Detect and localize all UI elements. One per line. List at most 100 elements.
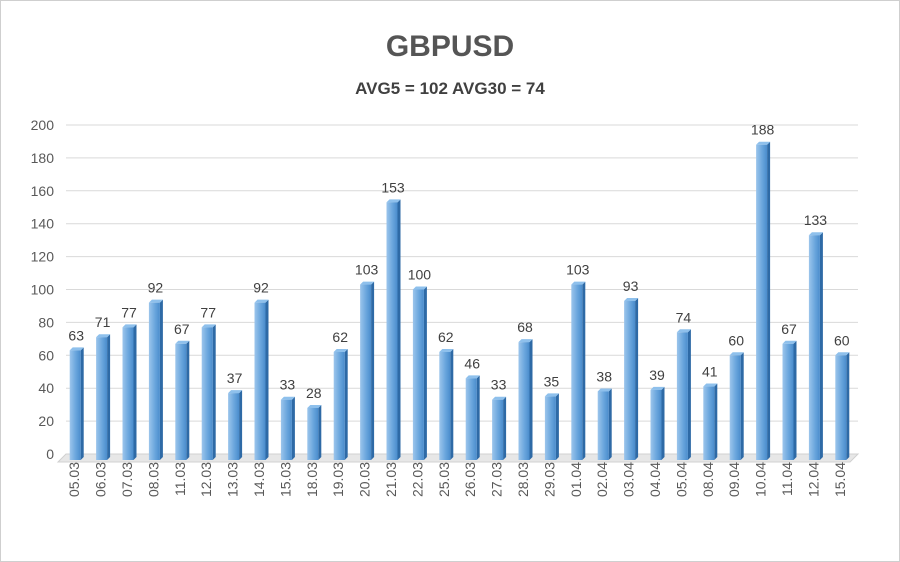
x-tick-label: 07.03 (119, 462, 135, 497)
y-tick-label: 60 (38, 347, 54, 363)
data-label: 71 (95, 314, 111, 330)
x-axis-ticks: 05.03 06.03 07.03 08.03 11.03 12.03 13.03 14.03… (66, 462, 848, 497)
bar (307, 404, 322, 460)
data-label: 103 (355, 262, 379, 278)
x-tick-label: 11.03 (172, 462, 188, 496)
y-tick-label: 100 (31, 282, 55, 298)
bar (518, 339, 533, 460)
y-tick-label: 160 (31, 183, 55, 199)
data-label: 62 (438, 329, 454, 345)
y-tick-label: 80 (38, 314, 54, 330)
x-tick-label: 11.04 (779, 462, 795, 496)
bar (122, 324, 137, 460)
bar (571, 281, 586, 460)
bar (360, 281, 375, 460)
bar (69, 347, 84, 460)
bars (69, 141, 850, 461)
data-label: 92 (148, 280, 164, 296)
x-tick-label: 03.04 (621, 462, 637, 497)
x-tick-label: 28.03 (515, 462, 531, 497)
y-tick-label: 200 (31, 117, 55, 133)
bar (201, 324, 216, 460)
x-tick-label: 05.04 (673, 462, 689, 497)
data-label: 133 (804, 212, 828, 228)
data-label: 28 (306, 385, 322, 401)
bar (782, 340, 797, 460)
bar (676, 329, 691, 460)
x-tick-label: 27.03 (489, 462, 505, 497)
bar (148, 299, 163, 460)
data-label: 41 (702, 364, 718, 380)
data-labels: 63 71 77 92 67 77 37 92 33 28 62 103 153 100 62 46 33 68 3… (68, 122, 849, 401)
bar (333, 349, 348, 460)
bar (650, 386, 665, 460)
bar (412, 286, 427, 460)
x-tick-label: 21.03 (383, 462, 399, 497)
y-tick-label: 140 (31, 216, 55, 232)
x-tick-label: 01.04 (568, 462, 584, 497)
x-tick-label: 05.03 (66, 462, 82, 497)
bar (96, 334, 111, 460)
bar (386, 199, 401, 460)
data-label: 77 (200, 304, 216, 320)
bar (835, 352, 850, 460)
x-tick-label: 06.03 (93, 462, 109, 497)
bar (228, 390, 243, 460)
x-tick-label: 12.03 (198, 462, 214, 497)
bar (624, 298, 639, 460)
x-tick-label: 26.03 (462, 462, 478, 497)
y-tick-label: 180 (31, 150, 55, 166)
x-tick-label: 08.03 (145, 462, 161, 497)
data-label: 63 (68, 327, 84, 343)
data-label: 103 (566, 262, 590, 278)
bar (254, 299, 269, 460)
x-tick-label: 22.03 (409, 462, 425, 497)
data-label: 153 (381, 179, 405, 195)
data-label: 92 (253, 280, 269, 296)
bar (175, 340, 190, 460)
data-label: 33 (491, 377, 507, 393)
x-tick-label: 25.03 (436, 462, 452, 497)
x-tick-label: 08.04 (700, 462, 716, 497)
bar (465, 375, 480, 460)
bar (439, 349, 454, 460)
data-label: 74 (676, 309, 692, 325)
bar (492, 396, 507, 460)
data-label: 67 (781, 321, 797, 337)
x-tick-label: 10.04 (753, 462, 769, 497)
y-tick-label: 20 (38, 413, 54, 429)
data-label: 38 (596, 368, 612, 384)
data-label: 77 (121, 304, 137, 320)
y-tick-label: 120 (31, 249, 55, 265)
y-tick-label: 40 (38, 380, 54, 396)
y-axis-ticks: 0 20 40 60 80 100 120 140 160 180 200 (31, 117, 55, 462)
y-tick-label: 0 (46, 446, 54, 462)
data-label: 39 (649, 367, 665, 383)
data-label: 188 (751, 122, 775, 138)
data-label: 60 (834, 332, 850, 348)
bar (808, 232, 823, 460)
x-tick-label: 29.03 (541, 462, 557, 497)
chart-title: GBPUSD (385, 30, 515, 63)
x-tick-label: 18.03 (304, 462, 320, 497)
bar (280, 396, 295, 460)
gridlines (66, 124, 858, 422)
bar (544, 393, 559, 460)
data-label: 93 (623, 278, 639, 294)
data-label: 37 (227, 370, 243, 386)
data-label: 100 (408, 267, 432, 283)
x-tick-label: 15.04 (832, 462, 848, 497)
x-tick-label: 14.03 (251, 462, 267, 497)
data-label: 67 (174, 321, 190, 337)
data-label: 60 (728, 332, 744, 348)
x-tick-label: 13.03 (225, 462, 241, 497)
bar (729, 352, 744, 460)
bar (756, 141, 771, 461)
x-tick-label: 20.03 (357, 462, 373, 497)
bar (597, 388, 612, 460)
data-label: 35 (544, 373, 560, 389)
x-tick-label: 19.03 (330, 462, 346, 497)
data-label: 33 (280, 377, 296, 393)
